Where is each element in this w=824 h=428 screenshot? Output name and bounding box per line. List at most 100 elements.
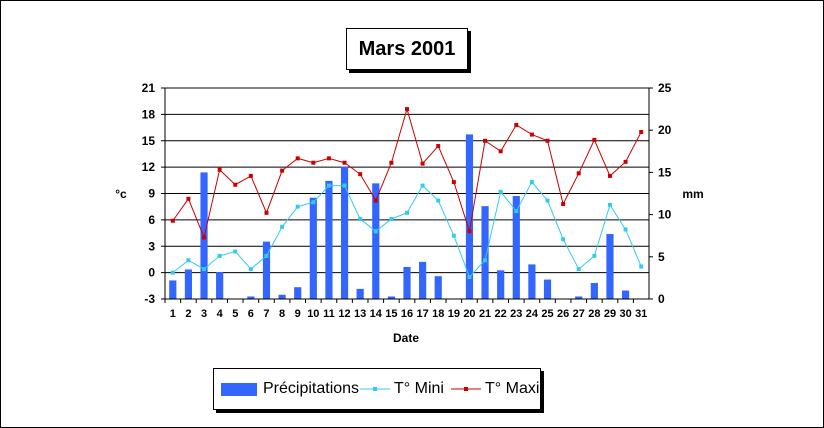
y-left-tick-label: 6 bbox=[148, 213, 155, 227]
chart-title: Mars 2001 bbox=[346, 28, 468, 70]
tmaxi-point bbox=[358, 172, 363, 177]
tmaxi-point bbox=[186, 196, 191, 201]
tmini-point bbox=[373, 229, 378, 234]
legend-item-precipitations: Précipitations bbox=[221, 369, 359, 409]
tmini-point bbox=[592, 253, 597, 258]
x-tick-label: 17 bbox=[416, 308, 428, 320]
precipitation-bar bbox=[543, 279, 552, 299]
tmini-point bbox=[467, 275, 472, 280]
legend-label: T° Maxi bbox=[485, 380, 540, 397]
x-tick-label: 30 bbox=[619, 308, 631, 320]
x-tick-label: 10 bbox=[307, 308, 319, 320]
x-tick-label: 5 bbox=[232, 308, 238, 320]
x-tick-label: 2 bbox=[185, 308, 191, 320]
precipitation-bar bbox=[356, 288, 364, 299]
precipitation-bar bbox=[262, 241, 271, 299]
x-tick-label: 21 bbox=[479, 308, 491, 320]
tmini-point bbox=[358, 216, 363, 221]
y-left-tick-label: 12 bbox=[142, 160, 156, 174]
tmaxi-point bbox=[451, 180, 456, 185]
tmaxi-point bbox=[233, 182, 238, 187]
y-left-tick-label: -3 bbox=[144, 292, 155, 306]
legend-item-tmini: T° Mini bbox=[360, 369, 444, 409]
tmini-point bbox=[639, 264, 644, 269]
y-left-tick-label: 0 bbox=[148, 266, 155, 280]
precipitation-bar bbox=[184, 269, 193, 299]
tmaxi-point bbox=[498, 149, 503, 154]
y-right-tick-label: 20 bbox=[658, 123, 672, 137]
x-tick-label: 9 bbox=[295, 308, 301, 320]
tmaxi-point bbox=[202, 235, 207, 240]
tmini-point bbox=[280, 224, 285, 229]
precipitation-bar bbox=[434, 276, 442, 299]
legend: Précipitations T° Mini T° Maxi bbox=[213, 368, 541, 410]
tmaxi-point bbox=[529, 132, 534, 137]
tmaxi-point bbox=[248, 173, 253, 178]
legend-swatch-line bbox=[360, 387, 390, 391]
legend-swatch-bar bbox=[221, 382, 257, 396]
precipitation-bar bbox=[528, 264, 536, 299]
tmaxi-point bbox=[436, 144, 441, 149]
tmini-line bbox=[172, 181, 642, 278]
precipitation-bar bbox=[590, 282, 598, 299]
tmaxi-point bbox=[561, 202, 566, 207]
x-tick-label: 8 bbox=[279, 308, 285, 320]
tmini-point bbox=[436, 198, 441, 203]
grid-lines bbox=[165, 87, 649, 274]
precipitation-bar bbox=[419, 261, 427, 299]
tmaxi-line bbox=[172, 107, 642, 240]
tmini-point bbox=[264, 253, 269, 258]
x-tick-label: 25 bbox=[541, 308, 553, 320]
tmaxi-point bbox=[170, 218, 175, 223]
precipitation-bar bbox=[497, 270, 505, 299]
tmini-point bbox=[311, 200, 316, 205]
legend-label: Précipitations bbox=[263, 380, 360, 397]
precipitation-bar bbox=[387, 296, 395, 299]
x-tick-label: 14 bbox=[370, 308, 383, 320]
tmini-point bbox=[233, 249, 238, 254]
tmini-point bbox=[529, 180, 534, 185]
x-tick-label: 29 bbox=[604, 308, 616, 320]
tmini-point bbox=[389, 216, 394, 221]
y-right-tick-label: 10 bbox=[658, 208, 672, 222]
y-right-tick-label: 25 bbox=[658, 81, 672, 95]
tmini-point bbox=[498, 189, 503, 194]
precipitation-bar bbox=[169, 280, 177, 299]
precipitation-bar bbox=[465, 134, 474, 299]
tmini-point bbox=[405, 210, 409, 215]
y-left-tick-label: 21 bbox=[142, 81, 156, 95]
precipitation-bars bbox=[169, 134, 630, 299]
tmaxi-point bbox=[639, 129, 644, 134]
tmaxi-point bbox=[592, 137, 597, 142]
precipitation-bar bbox=[372, 183, 380, 299]
tmaxi-point bbox=[576, 171, 581, 176]
x-tick-label: 20 bbox=[463, 308, 475, 320]
x-tick-label: 11 bbox=[323, 308, 335, 320]
x-tick-label: 15 bbox=[385, 308, 397, 320]
tmini-point bbox=[326, 183, 331, 188]
tmaxi-point bbox=[467, 229, 472, 234]
y-left-tick-label: 15 bbox=[142, 134, 156, 148]
y-right-tick-label: 5 bbox=[658, 250, 665, 264]
precipitation-bar bbox=[247, 296, 255, 299]
legend-item-tmaxi: T° Maxi bbox=[451, 369, 539, 409]
precipitation-bar bbox=[575, 296, 583, 299]
x-tick-label: 16 bbox=[401, 308, 413, 320]
y-left-tick-label: 9 bbox=[148, 187, 155, 201]
tmini-point bbox=[514, 209, 519, 214]
tmini-point bbox=[170, 270, 175, 275]
x-tick-label: 22 bbox=[495, 308, 507, 320]
legend-swatch-line bbox=[451, 387, 481, 391]
axis-labels: °c mm Date bbox=[115, 187, 703, 345]
tmaxi-point bbox=[373, 198, 378, 203]
tmaxi-point bbox=[217, 167, 222, 172]
tmaxi-point bbox=[326, 156, 331, 161]
tmaxi-point bbox=[514, 122, 519, 127]
x-tick-label: 28 bbox=[588, 308, 600, 320]
x-tick-label: 19 bbox=[448, 308, 460, 320]
precipitation-bar bbox=[512, 196, 520, 299]
precipitation-bar bbox=[309, 197, 317, 299]
y-right-tick-label: 0 bbox=[658, 292, 665, 306]
x-tick-label: 31 bbox=[635, 308, 647, 320]
